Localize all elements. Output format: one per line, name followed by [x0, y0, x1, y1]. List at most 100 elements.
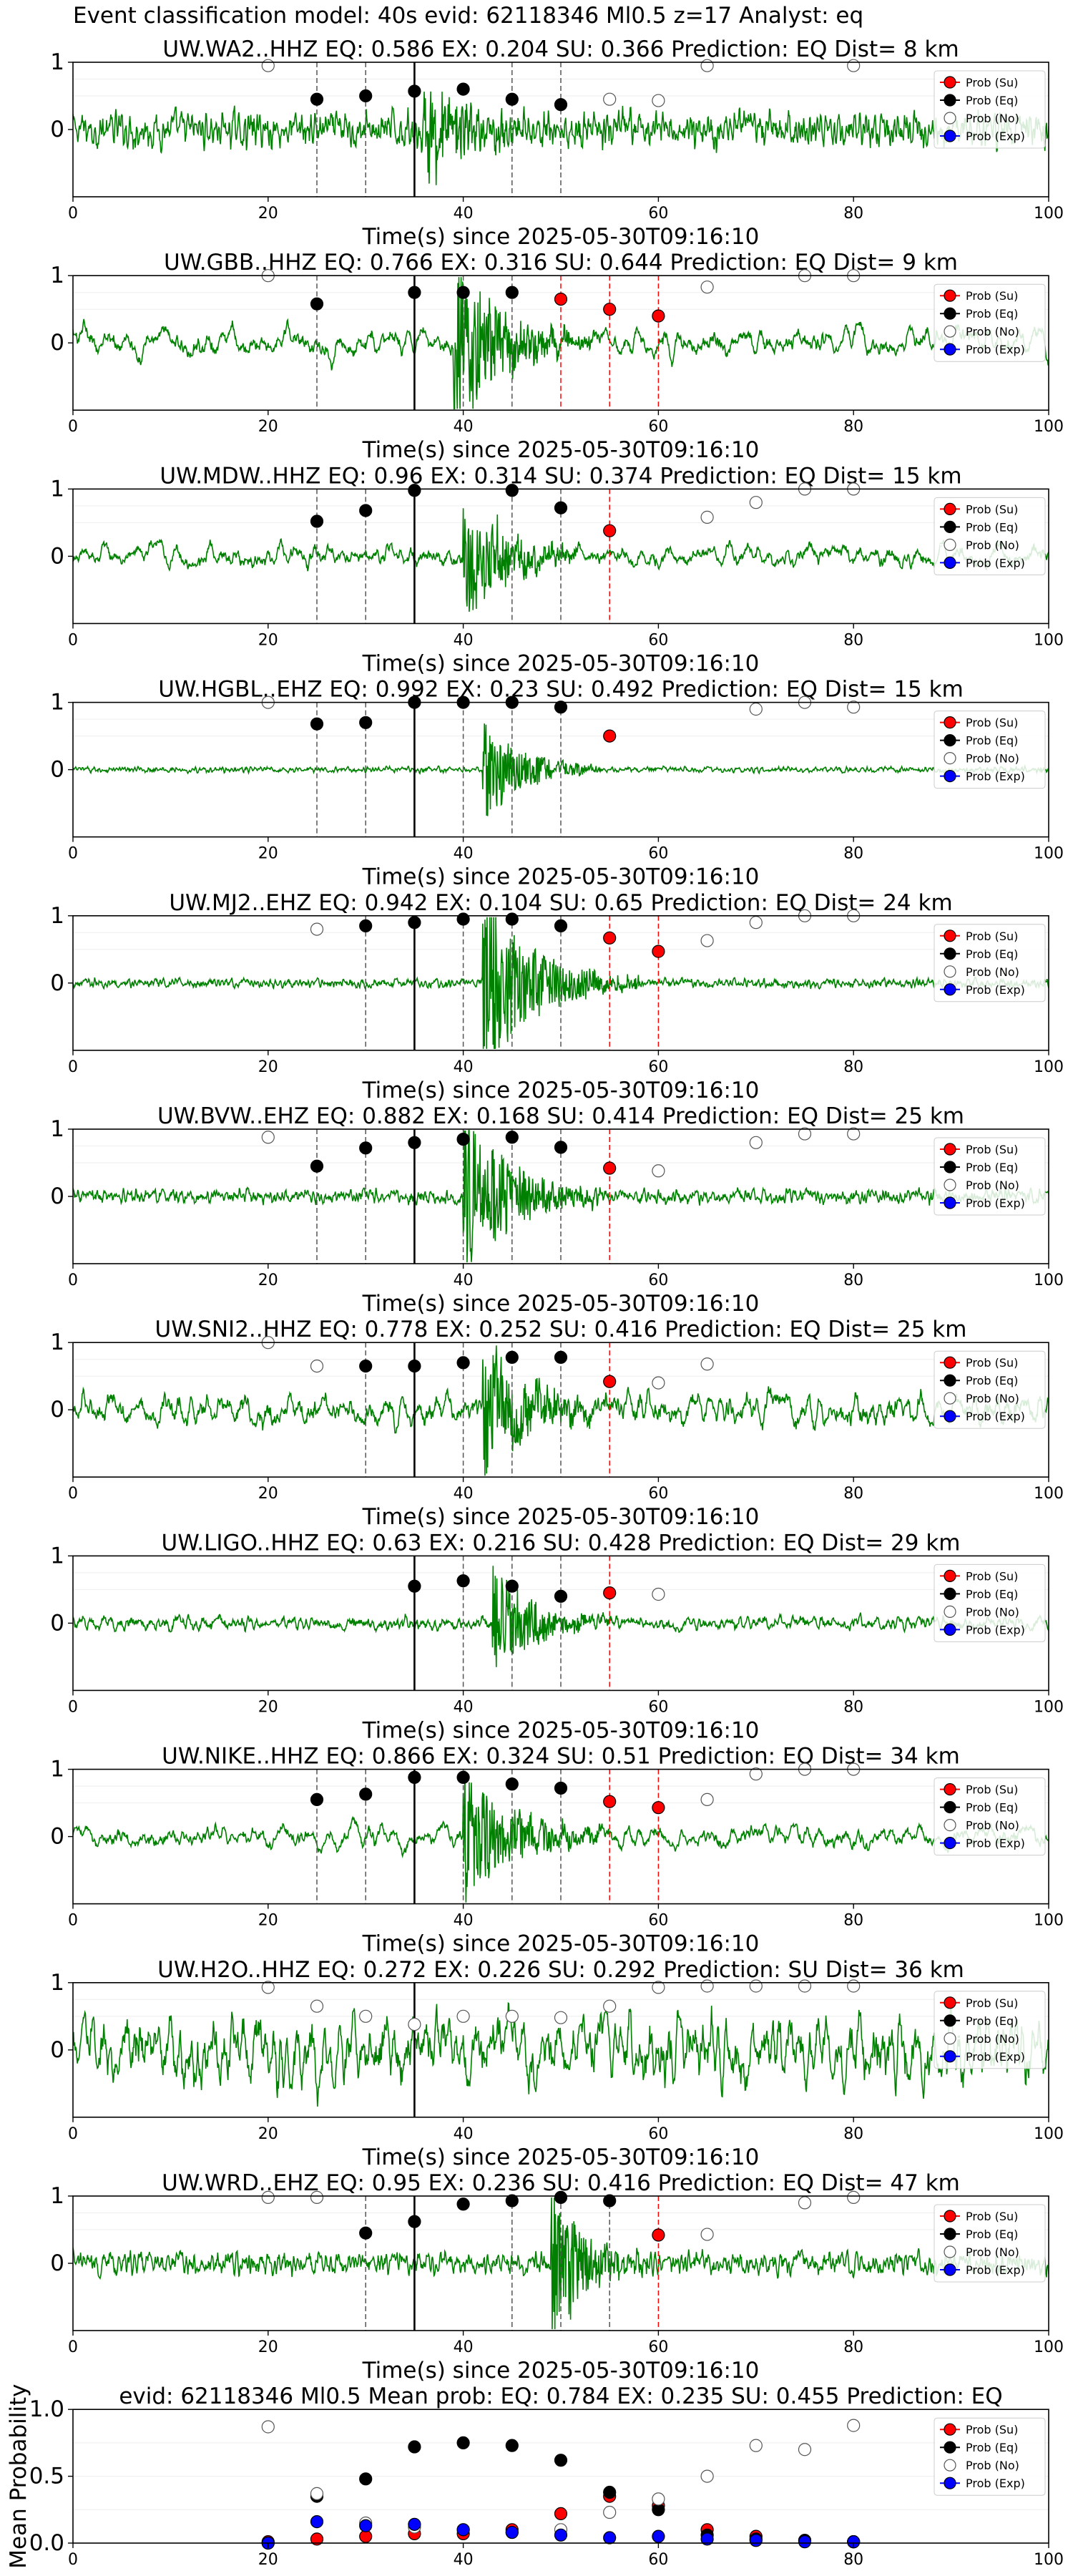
- x-tick-label: 100: [1034, 1058, 1064, 1076]
- point-probeq: [505, 1131, 519, 1144]
- x-tick-label: 60: [648, 631, 668, 649]
- legend-marker-probno: [944, 965, 956, 978]
- point-probno: [700, 510, 714, 524]
- point-probexp: [798, 2535, 812, 2549]
- x-tick-label: 80: [843, 1058, 863, 1076]
- y-tick-label: 1: [50, 690, 64, 716]
- x-tick-label: 40: [454, 418, 474, 436]
- subplot-10: UW.H2O..HHZ EQ: 0.272 EX: 0.226 SU: 0.29…: [50, 1957, 1064, 2170]
- y-tick-label: 0: [50, 1610, 64, 1636]
- x-tick-label: 20: [258, 631, 278, 649]
- x-tick-label: 20: [258, 205, 278, 223]
- point-probeq: [456, 286, 470, 299]
- point-probexp: [456, 2523, 470, 2537]
- point-probeq: [359, 504, 373, 517]
- legend-marker-probsu: [944, 1143, 956, 1156]
- legend-label: Prob (Exp): [966, 2263, 1025, 2277]
- legend-marker-probsu: [944, 2210, 956, 2223]
- x-tick-label: 60: [648, 1272, 668, 1289]
- point-probeq: [408, 2215, 421, 2228]
- subplot-title: UW.NIKE..HHZ EQ: 0.866 EX: 0.324 SU: 0.5…: [162, 1744, 960, 1770]
- legend-label: Prob (Su): [966, 289, 1018, 303]
- subplot-title: UW.BVW..EHZ EQ: 0.882 EX: 0.168 SU: 0.41…: [157, 1103, 964, 1129]
- x-tick-label: 100: [1034, 845, 1064, 863]
- point-probeq: [505, 92, 519, 106]
- x-tick-label: 40: [454, 845, 474, 863]
- point-probno: [310, 1359, 324, 1373]
- point-probeq: [554, 1781, 568, 1795]
- legend-marker-probexp: [944, 1623, 956, 1636]
- point-probeq: [554, 701, 568, 714]
- legend-marker-probno: [944, 1392, 956, 1405]
- x-tick-label: 100: [1034, 1485, 1064, 1503]
- point-probno: [652, 2492, 665, 2506]
- point-probno: [700, 2228, 714, 2241]
- legend-label: Prob (No): [966, 2245, 1019, 2259]
- legend-marker-probsu: [944, 1783, 956, 1796]
- point-probeq: [603, 2485, 617, 2499]
- y-tick-label: 0: [50, 1397, 64, 1423]
- x-tick-label: 20: [258, 1485, 278, 1503]
- waveform-trace: [73, 277, 1049, 410]
- point-probno: [798, 2443, 812, 2457]
- point-probeq: [408, 84, 421, 98]
- point-probeq: [554, 2190, 568, 2204]
- point-probsu: [652, 309, 665, 323]
- point-probeq: [554, 919, 568, 933]
- legend-label: Prob (Exp): [966, 1837, 1025, 1850]
- x-tick-label: 0: [68, 1272, 78, 1289]
- x-tick-label: 80: [843, 418, 863, 436]
- point-probsu: [603, 303, 617, 316]
- x-axis-label: Time(s) since 2025-05-30T09:16:10: [362, 1931, 760, 1957]
- x-tick-label: 0: [68, 1698, 78, 1716]
- legend-label: Prob (Eq): [966, 1801, 1018, 1815]
- point-probsu: [603, 1795, 617, 1808]
- legend-box: [934, 924, 1046, 1002]
- legend-marker-probno: [944, 2032, 956, 2045]
- point-probno: [652, 94, 665, 107]
- legend-label: Prob (Eq): [966, 94, 1018, 107]
- point-probsu: [554, 293, 568, 306]
- x-tick-label: 0: [68, 631, 78, 649]
- subplot-title: UW.GBB..HHZ EQ: 0.766 EX: 0.316 SU: 0.64…: [164, 250, 958, 275]
- x-tick-label: 100: [1034, 631, 1064, 649]
- subplot-1: UW.WA2..HHZ EQ: 0.586 EX: 0.204 SU: 0.36…: [50, 36, 1064, 250]
- y-axis-label: Mean Probability: [6, 2384, 31, 2569]
- y-tick-label: 0: [50, 2250, 64, 2276]
- subplot-2: UW.GBB..HHZ EQ: 0.766 EX: 0.316 SU: 0.64…: [50, 250, 1064, 463]
- legend-label: Prob (Eq): [966, 2014, 1018, 2028]
- point-probexp: [603, 2531, 617, 2545]
- legend-box: [934, 70, 1046, 149]
- x-tick-label: 20: [258, 1272, 278, 1289]
- point-probsu: [603, 729, 617, 743]
- point-probexp: [652, 2529, 665, 2543]
- x-tick-label: 100: [1034, 1698, 1064, 1716]
- point-probeq: [554, 2454, 568, 2467]
- point-probno: [603, 1999, 617, 2013]
- point-probeq: [359, 716, 373, 729]
- point-probno: [310, 1999, 324, 2013]
- point-probno: [261, 59, 275, 72]
- subplot-6: UW.BVW..EHZ EQ: 0.882 EX: 0.168 SU: 0.41…: [50, 1103, 1064, 1317]
- x-tick-label: 60: [648, 1698, 668, 1716]
- x-tick-label: 20: [258, 2551, 278, 2569]
- legend-marker-probeq: [944, 307, 956, 320]
- legend-marker-probsu: [944, 502, 956, 516]
- legend-label: Prob (Su): [966, 2210, 1018, 2223]
- x-tick-label: 60: [648, 1485, 668, 1503]
- legend-marker-probno: [944, 751, 956, 765]
- legend-marker-probeq: [944, 1801, 956, 1814]
- legend-marker-probsu: [944, 716, 956, 729]
- legend-marker-probeq: [944, 94, 956, 107]
- legend-label: Prob (Exp): [966, 983, 1025, 997]
- point-probeq: [456, 2436, 470, 2449]
- point-probeq: [554, 501, 568, 514]
- y-tick-label: 1: [50, 1116, 64, 1142]
- legend-marker-probexp: [944, 983, 956, 996]
- legend-marker-probno: [944, 1179, 956, 1191]
- point-probeq: [554, 1589, 568, 1603]
- point-probsu: [603, 524, 617, 537]
- waveform-trace: [73, 1566, 1049, 1667]
- legend-marker-probexp: [944, 1837, 956, 1850]
- x-axis-label: Time(s) since 2025-05-30T09:16:10: [362, 2145, 760, 2170]
